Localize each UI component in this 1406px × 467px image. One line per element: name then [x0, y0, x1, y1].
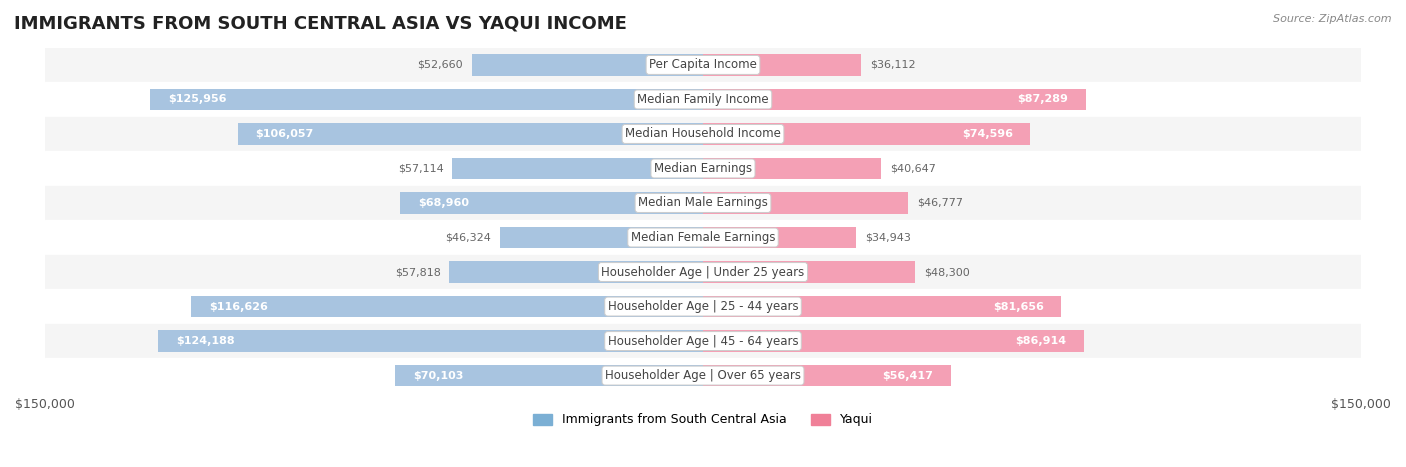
Bar	[450, 262, 703, 283]
Text: $46,324: $46,324	[446, 233, 491, 242]
Bar	[703, 330, 1084, 352]
Text: $57,114: $57,114	[398, 163, 444, 173]
Text: Median Earnings: Median Earnings	[654, 162, 752, 175]
Text: $125,956: $125,956	[167, 94, 226, 105]
Bar	[703, 227, 856, 248]
Bar	[401, 192, 703, 214]
Text: $87,289: $87,289	[1018, 94, 1069, 105]
Bar	[45, 151, 1361, 186]
Text: $86,914: $86,914	[1015, 336, 1067, 346]
Text: $34,943: $34,943	[865, 233, 911, 242]
Bar	[238, 123, 703, 145]
Text: $68,960: $68,960	[418, 198, 470, 208]
Bar	[45, 324, 1361, 358]
Text: Per Capita Income: Per Capita Income	[650, 58, 756, 71]
Text: Source: ZipAtlas.com: Source: ZipAtlas.com	[1274, 14, 1392, 24]
Bar	[45, 220, 1361, 255]
Text: $36,112: $36,112	[870, 60, 915, 70]
Text: Median Family Income: Median Family Income	[637, 93, 769, 106]
Bar	[703, 262, 915, 283]
Text: $40,647: $40,647	[890, 163, 936, 173]
Text: $74,596: $74,596	[962, 129, 1012, 139]
Text: Householder Age | 45 - 64 years: Householder Age | 45 - 64 years	[607, 334, 799, 347]
Text: $56,417: $56,417	[882, 371, 934, 381]
Text: $46,777: $46,777	[917, 198, 963, 208]
Bar	[703, 192, 908, 214]
Text: $57,818: $57,818	[395, 267, 440, 277]
Text: $48,300: $48,300	[924, 267, 969, 277]
Bar	[191, 296, 703, 317]
Text: $52,660: $52,660	[418, 60, 463, 70]
Bar	[703, 123, 1031, 145]
Text: $106,057: $106,057	[256, 129, 314, 139]
Text: Householder Age | 25 - 44 years: Householder Age | 25 - 44 years	[607, 300, 799, 313]
Text: $70,103: $70,103	[413, 371, 464, 381]
Bar	[703, 89, 1085, 110]
Text: $124,188: $124,188	[176, 336, 235, 346]
Bar	[45, 358, 1361, 393]
Bar	[472, 54, 703, 76]
Bar	[45, 186, 1361, 220]
Text: Median Female Earnings: Median Female Earnings	[631, 231, 775, 244]
Text: IMMIGRANTS FROM SOUTH CENTRAL ASIA VS YAQUI INCOME: IMMIGRANTS FROM SOUTH CENTRAL ASIA VS YA…	[14, 14, 627, 32]
Bar	[703, 54, 862, 76]
Bar	[45, 48, 1361, 82]
Bar	[703, 296, 1062, 317]
Bar	[499, 227, 703, 248]
Bar	[453, 158, 703, 179]
Bar	[45, 82, 1361, 117]
Bar	[159, 330, 703, 352]
Text: Median Male Earnings: Median Male Earnings	[638, 197, 768, 210]
Bar	[45, 117, 1361, 151]
Text: Householder Age | Under 25 years: Householder Age | Under 25 years	[602, 266, 804, 278]
Text: Householder Age | Over 65 years: Householder Age | Over 65 years	[605, 369, 801, 382]
Text: $81,656: $81,656	[993, 302, 1043, 311]
Legend: Immigrants from South Central Asia, Yaqui: Immigrants from South Central Asia, Yaqu…	[527, 409, 879, 432]
Bar	[45, 289, 1361, 324]
Text: $116,626: $116,626	[209, 302, 267, 311]
Bar	[703, 365, 950, 386]
Bar	[395, 365, 703, 386]
Text: Median Household Income: Median Household Income	[626, 127, 780, 141]
Bar	[45, 255, 1361, 289]
Bar	[703, 158, 882, 179]
Bar	[150, 89, 703, 110]
